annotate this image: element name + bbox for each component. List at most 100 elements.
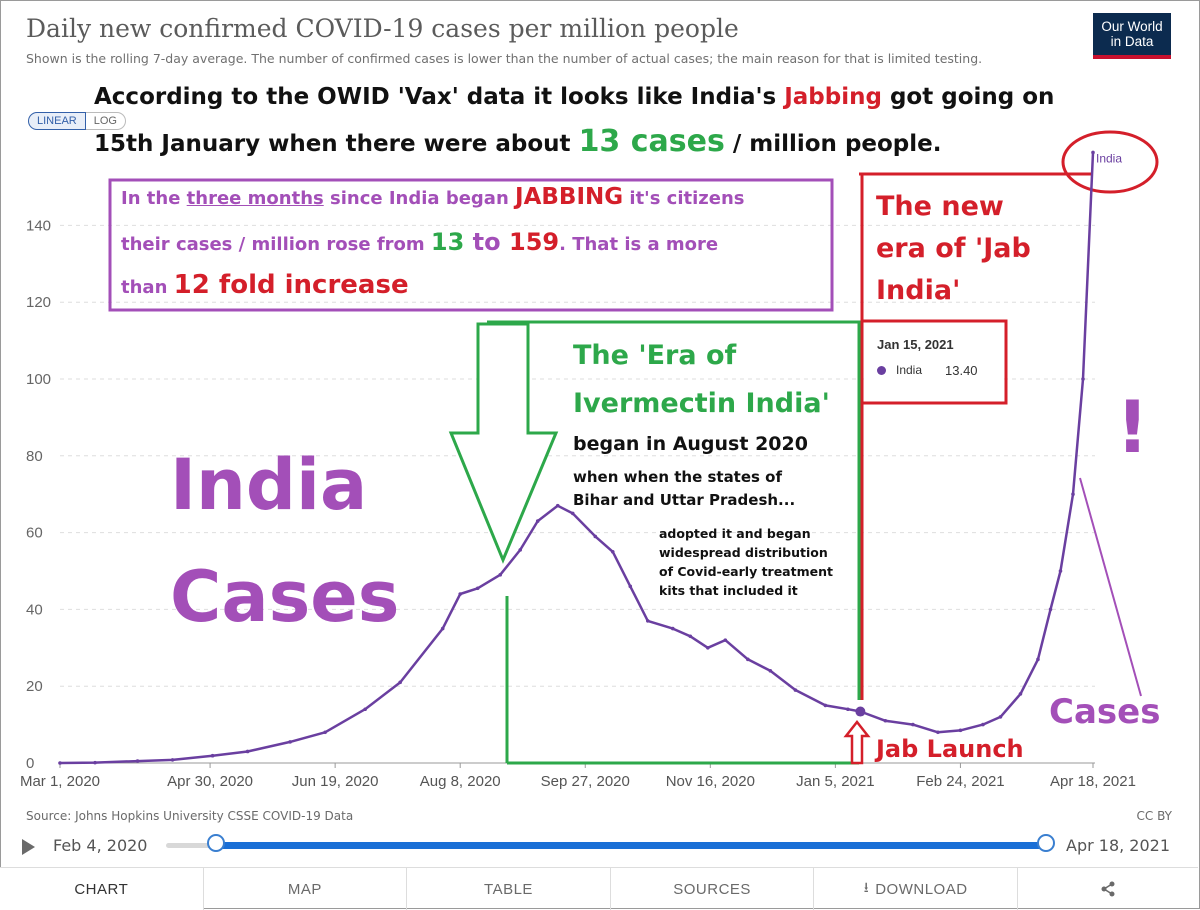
- y-tick-label-20: 20: [26, 678, 43, 695]
- tab-chart[interactable]: CHART: [0, 868, 204, 910]
- y-tick-label-40: 40: [26, 601, 43, 618]
- timeline-start-date: Feb 4, 2020: [53, 836, 148, 855]
- series-india: India: [58, 150, 1122, 765]
- jab-era-1: The new: [876, 191, 1004, 222]
- timeline-range-fill: [216, 842, 1046, 849]
- tab-map[interactable]: MAP: [204, 868, 408, 910]
- data-point: [746, 657, 750, 662]
- data-point: [768, 669, 773, 673]
- data-point: [288, 740, 292, 744]
- x-axis-ticks: Mar 1, 2020 Apr 30, 2020 Jun 19, 2020 Aug 8…: [20, 763, 1136, 790]
- era-ivermectin-1: The 'Era of: [573, 340, 737, 371]
- data-point: [936, 730, 940, 735]
- x-tick-label-2: Jun 19, 2020: [292, 773, 379, 790]
- tab-sources[interactable]: SOURCES: [611, 868, 815, 910]
- data-point: [210, 753, 215, 758]
- tooltip-value: 13.40: [945, 363, 978, 378]
- headline-2c: / million people.: [724, 131, 942, 157]
- license-text[interactable]: CC BY: [1136, 809, 1172, 823]
- when-states: when when the states of: [573, 468, 783, 486]
- data-point: [475, 586, 480, 591]
- box-12-fold: 12 fold increase: [173, 270, 409, 300]
- jab-launch-label: Jab Launch: [876, 735, 1024, 763]
- log-scale-button[interactable]: LOG: [85, 112, 126, 130]
- y-tick-label-120: 120: [26, 294, 51, 311]
- headline-1a: According to the OWID 'Vax' data it look…: [94, 84, 785, 110]
- box-1e: it's citizens: [623, 188, 745, 209]
- headline-line-1: According to the OWID 'Vax' data it look…: [94, 84, 1054, 110]
- data-point: [518, 548, 523, 552]
- tooltip: Jan 15, 2021 India 13.40: [866, 327, 1000, 393]
- source-text[interactable]: Source: Johns Hopkins University CSSE CO…: [26, 809, 354, 823]
- cases-label: Cases: [1049, 692, 1161, 732]
- data-point: [1048, 607, 1053, 612]
- timeline-end-date: Apr 18, 2021: [1066, 836, 1171, 855]
- x-tick-label-3: Aug 8, 2020: [420, 773, 501, 790]
- data-point: [398, 680, 402, 685]
- data-point: [93, 760, 97, 765]
- tab-table[interactable]: TABLE: [407, 868, 611, 910]
- box-3a: than: [121, 277, 174, 298]
- logo-line-2: in Data: [1110, 34, 1154, 49]
- data-point: [245, 749, 250, 754]
- adopted-2: widespread distribution: [659, 545, 828, 560]
- logo-line-1: Our World: [1101, 19, 1163, 34]
- data-point: [723, 638, 728, 642]
- x-tick-label-7: Feb 24, 2021: [916, 773, 1004, 790]
- x-tick-label-1: Apr 30, 2020: [167, 773, 253, 790]
- data-point: [645, 619, 650, 623]
- tab-bar: CHART MAP TABLE SOURCES ⭳ DOWNLOAD: [0, 867, 1198, 910]
- data-point: [1081, 377, 1085, 381]
- x-tick-label-6: Jan 5, 2021: [796, 773, 874, 790]
- data-point: [1091, 150, 1095, 155]
- ivermectin-era-outline: [487, 320, 861, 700]
- data-point: [823, 703, 828, 708]
- data-point: [323, 730, 327, 735]
- data-point: [610, 550, 615, 554]
- tab-download[interactable]: ⭳ DOWNLOAD: [814, 868, 1018, 910]
- data-point: [440, 626, 445, 631]
- data-point: [1018, 692, 1023, 696]
- adopted-text: adopted it and began widespread distribu…: [659, 524, 833, 600]
- era-ivermectin-2: Ivermectin India': [573, 388, 830, 419]
- data-point: [135, 759, 140, 763]
- play-icon[interactable]: [22, 839, 35, 855]
- data-point: [706, 646, 710, 650]
- tooltip-series: India: [896, 363, 923, 377]
- linear-scale-button[interactable]: LINEAR: [28, 112, 86, 130]
- tab-download-label: DOWNLOAD: [875, 880, 968, 898]
- timeline-start-handle[interactable]: [207, 834, 225, 852]
- adopted-3: of Covid-early treatment: [659, 564, 833, 579]
- data-point: [570, 511, 575, 516]
- jab-era-2: era of 'Jab: [876, 233, 1031, 264]
- data-point: [793, 688, 798, 692]
- share-icon: [1101, 881, 1115, 897]
- data-point: [981, 722, 985, 727]
- owid-logo[interactable]: Our World in Data: [1093, 13, 1171, 59]
- box-jabbing: JABBING: [515, 184, 624, 210]
- data-point: [1058, 569, 1063, 573]
- tooltip-series-dot: [877, 366, 886, 375]
- data-point: [883, 718, 888, 723]
- tooltip-red-box: [860, 319, 1008, 405]
- jab-launch-arrow: [843, 719, 871, 765]
- data-point: [958, 728, 963, 733]
- data-point: [911, 722, 915, 727]
- data-point: [458, 592, 462, 596]
- big-india-label: India: [170, 444, 368, 526]
- y-tick-label-80: 80: [26, 448, 43, 465]
- data-point: [670, 626, 675, 631]
- x-tick-label-0: Mar 1, 2020: [20, 773, 100, 790]
- headline-1c: got going on: [881, 84, 1055, 110]
- chart-subtitle: Shown is the rolling 7-day average. The …: [26, 51, 983, 66]
- data-point: [535, 519, 540, 523]
- box-line-2: their cases / million rose from 13 to 15…: [121, 228, 718, 256]
- timeline-end-handle[interactable]: [1037, 834, 1055, 852]
- tab-share[interactable]: [1018, 868, 1198, 910]
- box-line-1: In the three months since India began JA…: [121, 184, 745, 210]
- exclaim-mark: !: [1116, 385, 1149, 469]
- chart-svg: 0 20 40 60 80 100 120 140 Mar 1, 2020 Apr 30, 20…: [20, 130, 1159, 790]
- data-point: [58, 761, 62, 765]
- data-point: [555, 503, 560, 508]
- box-1a: In the: [121, 188, 187, 209]
